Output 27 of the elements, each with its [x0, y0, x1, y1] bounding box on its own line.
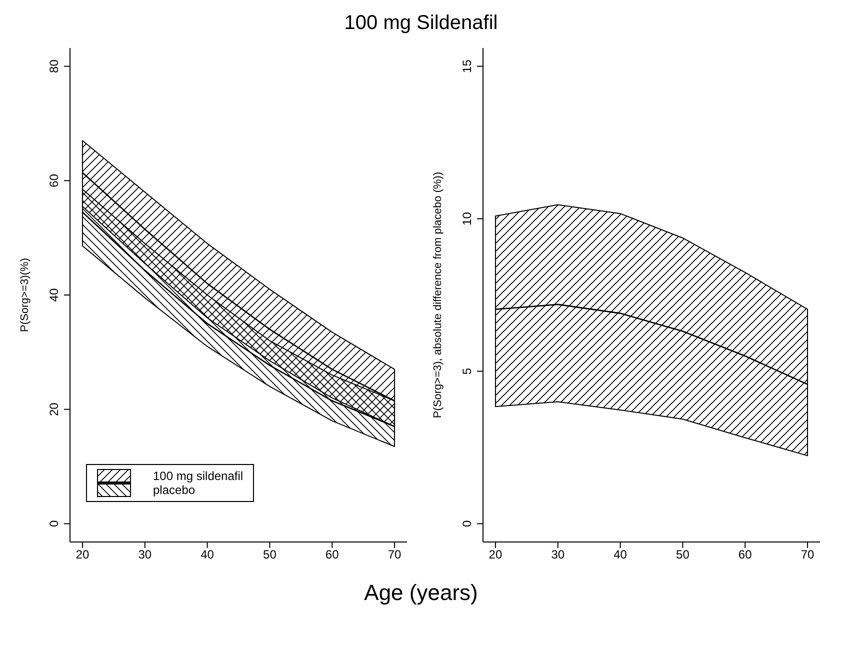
text: placebo [153, 483, 196, 497]
x-tick-label: 30 [551, 548, 565, 562]
y-axis-title: P(Sorg>=3)(%) [18, 258, 31, 332]
y-tick-label: 80 [47, 59, 61, 73]
x-tick-label: 40 [200, 548, 214, 562]
x-tick-label: 70 [800, 548, 815, 562]
chart-title: 100 mg Sildenafil [343, 11, 499, 36]
y-tick-label: 60 [47, 174, 61, 188]
y-tick-label: 40 [47, 288, 61, 302]
y-tick-label: 0 [460, 520, 474, 528]
x-tick-label: 50 [263, 548, 277, 562]
x-tick-label: 20 [488, 548, 502, 562]
x-tick-label: 60 [738, 548, 752, 562]
x-axis-title: Age (years) [363, 580, 479, 606]
x-tick-label: 20 [76, 548, 90, 562]
y-tick-label: 15 [460, 59, 474, 73]
y-tick-label: 20 [47, 402, 61, 416]
x-tick-label: 30 [138, 548, 152, 562]
x-tick-label: 70 [388, 548, 402, 562]
legend-label: 100 mg sildenafil [153, 469, 244, 483]
x-tick-label: 40 [614, 548, 628, 562]
y-tick-label: 0 [47, 520, 61, 528]
y-axis-title: P(Sorg>=3), absolute difference from placebo (%)) [432, 172, 444, 418]
y-tick-label: 10 [460, 212, 474, 226]
x-tick-label: 50 [676, 548, 690, 562]
x-tick-label: 60 [325, 548, 340, 562]
y-tick-label: 5 [460, 368, 474, 375]
